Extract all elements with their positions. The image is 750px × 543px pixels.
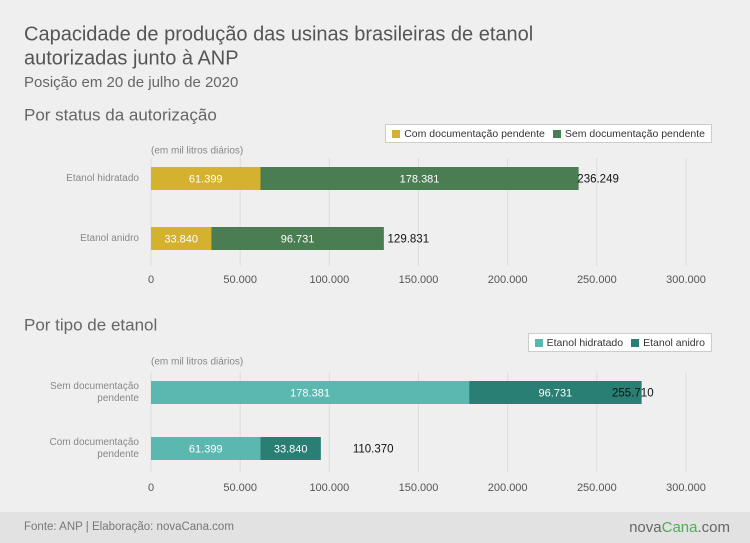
value-label: 178.381 [290,387,330,399]
legend-item: Etanol hidratado [534,336,624,349]
x-tick-label: 0 [148,482,154,494]
value-label: 178.381 [400,173,440,185]
x-tick-label: 300.000 [666,274,706,286]
legend: Etanol hidratado Etanol anidro [527,333,712,352]
y-tick-label: Etanol anidro [80,232,139,244]
x-tick-label: 150.000 [399,482,439,494]
value-label: 61.399 [189,443,223,455]
total-label: 255.710 [612,388,654,400]
bar-segment [211,227,384,250]
x-tick-label: 50.000 [223,482,257,494]
logo: novaCana.com [629,519,730,536]
value-label: 96.731 [281,233,315,245]
x-tick-label: 100.000 [309,274,349,286]
legend-item: Com documentação pendente [392,128,545,140]
logo-part: .com [697,519,730,536]
x-tick-label: 100.000 [309,482,349,494]
chart-title: Por status da autorização [24,105,217,124]
bar-segment [260,437,321,460]
bar-segment [151,167,261,190]
y-tick-label: Etanol hidratado [66,172,139,184]
footer-band [0,512,750,543]
total-label: 129.831 [388,234,430,246]
x-tick-label: 250.000 [577,274,617,286]
value-label: 61.399 [189,173,223,185]
legend-item: Etanol anidro [631,337,705,349]
subtitle: Posição em 20 de julho de 2020 [24,74,238,91]
bar-segment [151,381,470,404]
x-tick-label: 0 [148,274,154,286]
legend: Com documentação pendente Sem documentaçã… [385,124,712,143]
legend-swatch [392,129,401,138]
legend-swatch [552,129,561,138]
logo-part: Cana [662,519,699,536]
title-line: autorizadas junto à ANP [24,47,239,69]
chart-title: Por tipo de etanol [24,315,157,334]
y-tick-label: Sem documentação pendente [50,380,139,404]
total-label: 110.370 [353,444,394,456]
value-label: 33.840 [164,233,198,245]
x-tick-label: 200.000 [488,274,528,286]
x-tick-label: 200.000 [488,482,528,494]
bar-segment [151,227,212,250]
unit-label: (em mil litros diários) [151,146,243,157]
logo-part: nova [629,519,662,536]
legend-swatch [631,338,640,347]
value-label: 33.840 [274,443,308,455]
total-label: 236.249 [577,174,619,186]
legend-item: Sem documentação pendente [552,127,705,140]
legend-label: Etanol anidro [643,336,705,349]
value-label: 96.731 [539,387,573,399]
x-tick-label: 250.000 [577,482,617,494]
bar-segment [469,381,642,404]
x-tick-label: 150.000 [399,274,439,286]
source: Fonte: ANP | Elaboração: novaCana.com [24,521,234,533]
x-tick-label: 50.000 [223,274,257,286]
x-tick-label: 300.000 [666,482,706,494]
legend-label: Com documentação pendente [404,127,545,140]
legend-label: Etanol hidratado [546,336,624,349]
legend-swatch [534,338,543,347]
bar-segment [151,437,261,460]
legend-label: Sem documentação pendente [564,127,705,140]
unit-label: (em mil litros diários) [151,357,243,368]
y-tick-label: Com documentação pendente [49,436,140,460]
title-line: Capacidade de produção das usinas brasil… [24,23,533,45]
bar-segment [260,167,579,190]
